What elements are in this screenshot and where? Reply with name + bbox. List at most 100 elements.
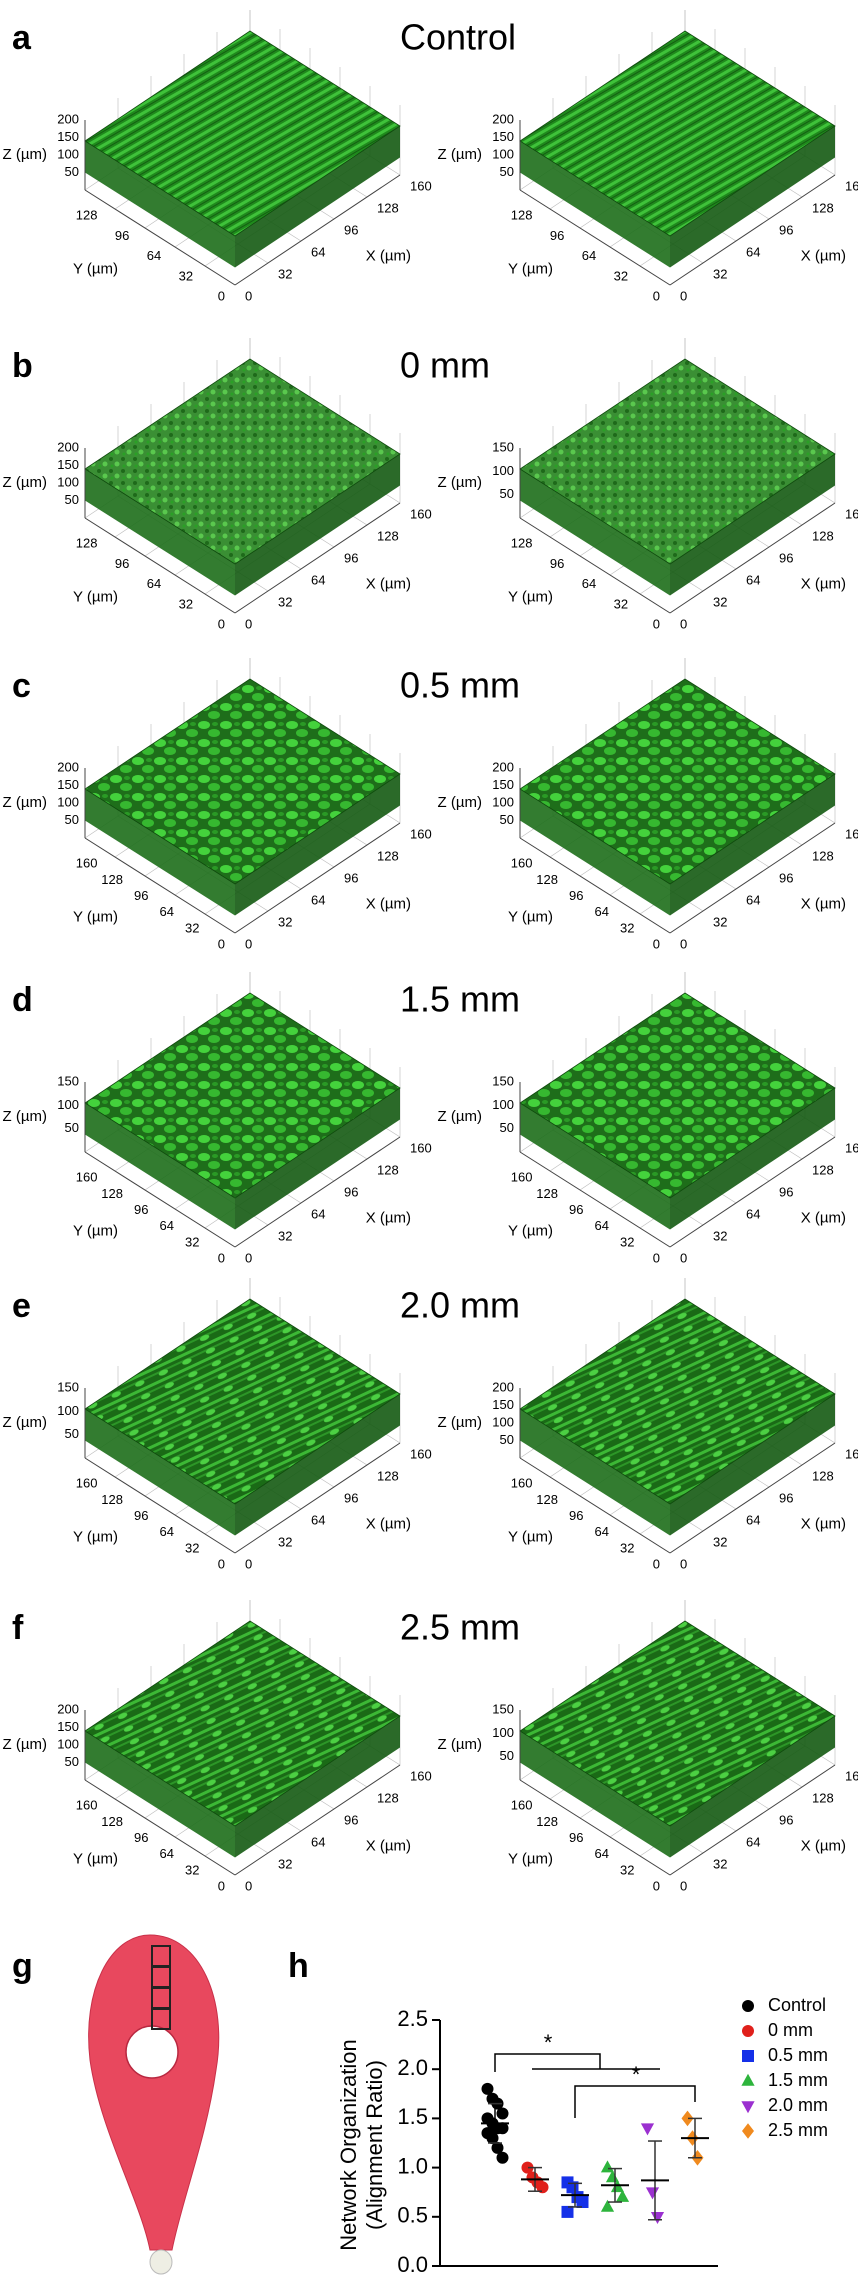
- z-tick-label: 150: [57, 1379, 79, 1394]
- tissue-side: [520, 789, 670, 916]
- legend-marker: [742, 2025, 754, 2037]
- x-axis-title: X (µm): [801, 1837, 846, 1854]
- y-tick-label: 0: [653, 1556, 660, 1571]
- panel-letter: e: [12, 1287, 31, 1325]
- x-tick-label: 96: [779, 1184, 793, 1199]
- x-tick-label: 160: [845, 506, 858, 521]
- y-tick-label: 32: [614, 596, 628, 611]
- y-tick-label: 32: [185, 920, 199, 935]
- axis-line: [669, 1136, 836, 1248]
- point: [681, 2110, 694, 2127]
- y-axis-title: Y (µm): [508, 1850, 553, 1867]
- significance-brackets: [494, 2053, 696, 2118]
- z-tick-label: 150: [492, 777, 514, 792]
- z-tick-label: 100: [492, 794, 514, 809]
- x-tick-label: 32: [713, 1228, 727, 1243]
- x-tick-label: 32: [278, 266, 292, 281]
- tissue-surface: [519, 358, 836, 565]
- y-tick-label: 160: [511, 856, 533, 871]
- x-tick-label: 128: [377, 848, 399, 863]
- y-tick-label: 160: [76, 1476, 98, 1491]
- z-tick-label: 150: [492, 1073, 514, 1088]
- chart: h Network Organization (Alignment Ratio)…: [288, 1947, 828, 2277]
- tissue-side: [85, 789, 235, 916]
- z-axis-title: Z (µm): [3, 794, 47, 811]
- z-tick-label: 150: [492, 439, 514, 454]
- panel-g: g: [12, 1934, 220, 2275]
- axis-line: [234, 1442, 401, 1554]
- y-tick-label: 128: [101, 1814, 123, 1829]
- panel: b 0 mm 0 32 64 96 128 160 128 96 64 32 0 200 150 100 50 Z…: [3, 338, 858, 631]
- z-tick-label: 100: [492, 463, 514, 478]
- x-tick-label: 128: [377, 528, 399, 543]
- z-tick-label: 200: [492, 111, 514, 126]
- x-tick-label: 160: [410, 1446, 432, 1461]
- z-tick-label: 50: [65, 492, 79, 507]
- plot-3d: 0 32 64 96 128 160 128 96 64 32 0 200 150 100 50 Z (µm)…: [3, 338, 432, 631]
- x-tick-label: 96: [344, 870, 358, 885]
- y-tick-label: 160: [76, 856, 98, 871]
- axis-line: [519, 837, 671, 934]
- tissue-side: [520, 469, 670, 596]
- axis-line: [234, 822, 401, 934]
- y-tick-label: 128: [536, 1492, 558, 1507]
- y-tick-label: 128: [76, 208, 98, 223]
- y-tick-label: 128: [536, 872, 558, 887]
- y-tick-label: 128: [536, 1814, 558, 1829]
- axis-line: [519, 1151, 671, 1248]
- axis-line: [669, 822, 836, 934]
- y-tick-label: 96: [550, 228, 564, 243]
- point: [600, 2160, 615, 2173]
- y-tick-label: 0: [653, 616, 660, 631]
- axis-line: [669, 1764, 836, 1876]
- y-tick-label: 1.0: [397, 2153, 428, 2178]
- z-tick-label: 200: [492, 759, 514, 774]
- x-tick-label: 128: [377, 1162, 399, 1177]
- y-tick-label: 32: [620, 1540, 634, 1555]
- y-axis-title: Y (µm): [73, 260, 118, 277]
- tissue-surface: [519, 1298, 836, 1505]
- y-tick-label: 96: [134, 1202, 148, 1217]
- axis-line: [519, 1457, 671, 1554]
- x-axis-title: X (µm): [366, 895, 411, 912]
- z-tick-label: 50: [500, 812, 514, 827]
- axis-line: [669, 502, 836, 614]
- z-tick-label: 200: [492, 1379, 514, 1394]
- x-tick-label: 32: [278, 914, 292, 929]
- z-tick-label: 100: [492, 1414, 514, 1429]
- tissue-side: [235, 1088, 400, 1230]
- x-tick-label: 32: [713, 594, 727, 609]
- y-axis-title: Network Organization: [336, 2039, 361, 2251]
- y-tick-label: 0: [653, 288, 660, 303]
- panel-letter: d: [12, 981, 33, 1019]
- x-tick-label: 96: [344, 1490, 358, 1505]
- x-tick-label: 128: [377, 200, 399, 215]
- z-tick-label: 200: [57, 1701, 79, 1716]
- x-tick-label: 32: [713, 1534, 727, 1549]
- y-tick-label: 96: [134, 1830, 148, 1845]
- axis-line: [234, 174, 401, 286]
- y-tick-label: 32: [620, 1862, 634, 1877]
- x-tick-label: 0: [245, 288, 252, 303]
- panel-title: 2.0 mm: [400, 1285, 520, 1326]
- x-axis-title: X (µm): [801, 1515, 846, 1532]
- y-tick-label: 32: [614, 268, 628, 283]
- x-tick-label: 64: [746, 1834, 760, 1849]
- significance-star: *: [632, 2062, 641, 2087]
- y-tick-label: 160: [511, 1798, 533, 1813]
- legend-label: 0.5 mm: [768, 2045, 828, 2065]
- tissue-side: [670, 774, 835, 916]
- y-tick-label: 96: [134, 888, 148, 903]
- x-axis-title: X (µm): [366, 247, 411, 264]
- y-tick-label: 64: [595, 1524, 609, 1539]
- axis-line: [234, 502, 401, 614]
- tissue-side: [85, 141, 235, 268]
- point: [561, 2205, 574, 2218]
- y-tick-label: 2.5: [397, 2006, 428, 2031]
- z-axis-title: Z (µm): [3, 1414, 47, 1431]
- y-tick-label: 96: [550, 556, 564, 571]
